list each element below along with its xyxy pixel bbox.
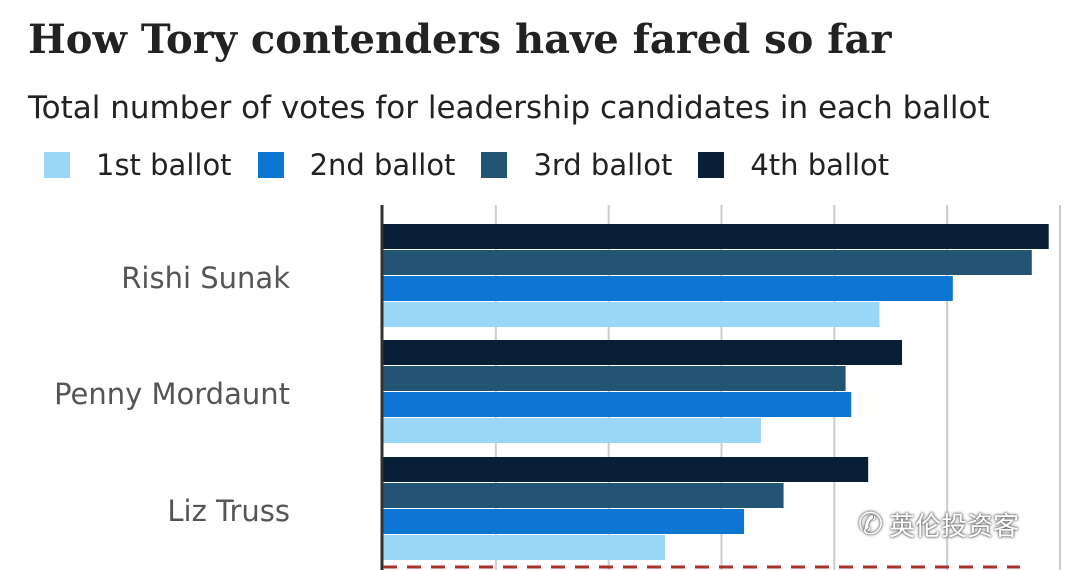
chart-legend: 1st ballot 2nd ballot 3rd ballot 4th bal… (44, 148, 915, 182)
legend-label-1st-ballot: 1st ballot (96, 148, 232, 182)
category-label-liz-truss: Liz Truss (167, 494, 290, 528)
legend-swatch-4th-ballot (698, 152, 725, 178)
legend-label-3rd-ballot: 3rd ballot (533, 148, 673, 182)
bar-rishi-sunak-4th-ballot (383, 224, 1049, 249)
category-label-penny-mordaunt: Penny Mordaunt (54, 377, 290, 411)
legend-label-4th-ballot: 4th ballot (750, 148, 890, 182)
legend-label-2nd-ballot: 2nd ballot (309, 148, 456, 182)
bar-liz-truss-1st-ballot (383, 535, 666, 560)
bar-rishi-sunak-3rd-ballot (383, 250, 1032, 275)
bar-penny-mordaunt-2nd-ballot (383, 392, 852, 417)
legend-swatch-1st-ballot (44, 152, 70, 178)
bar-rishi-sunak-1st-ballot (383, 302, 880, 327)
chart-title: How Tory contenders have fared so far (28, 16, 892, 63)
bar-penny-mordaunt-3rd-ballot (383, 366, 846, 391)
bar-liz-truss-2nd-ballot (383, 509, 745, 534)
bar-liz-truss-4th-ballot (383, 457, 869, 482)
bar-liz-truss-3rd-ballot (383, 483, 784, 508)
category-label-rishi-sunak: Rishi Sunak (121, 261, 290, 295)
chart-subtitle: Total number of votes for leadership can… (28, 90, 990, 126)
bar-rishi-sunak-2nd-ballot (383, 276, 953, 301)
legend-swatch-3rd-ballot (481, 152, 508, 178)
watermark-text: 英伦投资客 (889, 512, 1020, 542)
bar-chart: Rishi Sunak Penny Mordaunt Liz Truss (54, 205, 1061, 570)
wechat-icon: ✆ (858, 507, 884, 542)
bar-penny-mordaunt-1st-ballot (383, 418, 761, 443)
legend-item-4th-ballot: 4th ballot (698, 148, 889, 182)
legend-item-1st-ballot: 1st ballot (44, 148, 232, 182)
legend-item-2nd-ballot: 2nd ballot (257, 148, 456, 182)
legend-item-3rd-ballot: 3rd ballot (481, 148, 672, 182)
legend-swatch-2nd-ballot (257, 152, 284, 178)
bar-penny-mordaunt-4th-ballot (383, 340, 903, 365)
watermark: ✆ 英伦投资客 (858, 506, 1019, 543)
